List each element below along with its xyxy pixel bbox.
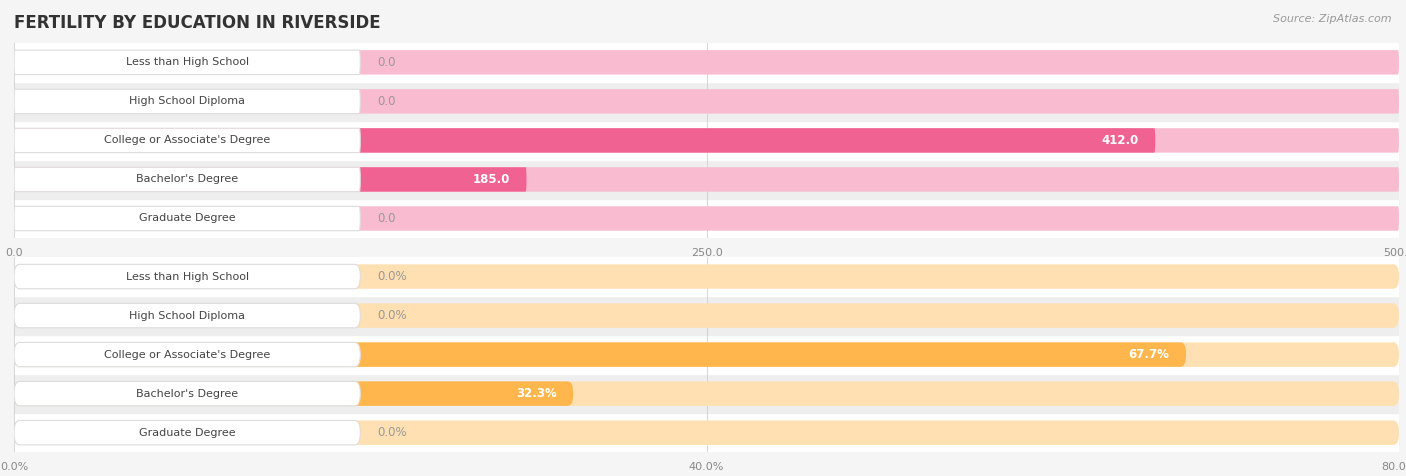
FancyBboxPatch shape <box>14 342 360 367</box>
Bar <box>14 160 1399 199</box>
Text: High School Diploma: High School Diploma <box>129 310 245 321</box>
Text: 0.0: 0.0 <box>377 212 395 225</box>
Bar <box>14 199 1399 238</box>
Bar <box>14 296 1399 335</box>
FancyBboxPatch shape <box>14 342 1187 367</box>
FancyBboxPatch shape <box>14 89 360 114</box>
FancyBboxPatch shape <box>14 50 1399 75</box>
Text: 0.0: 0.0 <box>377 95 395 108</box>
FancyBboxPatch shape <box>14 167 1399 192</box>
Bar <box>14 413 1399 452</box>
Text: Source: ZipAtlas.com: Source: ZipAtlas.com <box>1274 14 1392 24</box>
Text: 0.0%: 0.0% <box>377 309 406 322</box>
Text: 0.0%: 0.0% <box>377 270 406 283</box>
FancyBboxPatch shape <box>14 128 360 153</box>
FancyBboxPatch shape <box>14 381 360 406</box>
FancyBboxPatch shape <box>14 206 360 231</box>
Text: Bachelor's Degree: Bachelor's Degree <box>136 388 238 399</box>
Text: College or Associate's Degree: College or Associate's Degree <box>104 349 270 360</box>
Text: FERTILITY BY EDUCATION IN RIVERSIDE: FERTILITY BY EDUCATION IN RIVERSIDE <box>14 14 381 32</box>
FancyBboxPatch shape <box>14 420 1399 445</box>
Bar <box>14 43 1399 82</box>
FancyBboxPatch shape <box>14 167 360 192</box>
Bar <box>14 374 1399 413</box>
Text: High School Diploma: High School Diploma <box>129 96 245 107</box>
Text: College or Associate's Degree: College or Associate's Degree <box>104 135 270 146</box>
FancyBboxPatch shape <box>14 264 1399 289</box>
Text: Less than High School: Less than High School <box>125 271 249 282</box>
Text: Graduate Degree: Graduate Degree <box>139 213 235 224</box>
Text: 67.7%: 67.7% <box>1129 348 1170 361</box>
FancyBboxPatch shape <box>14 381 1399 406</box>
Text: 412.0: 412.0 <box>1101 134 1139 147</box>
Text: 0.0: 0.0 <box>377 56 395 69</box>
Text: 185.0: 185.0 <box>472 173 510 186</box>
FancyBboxPatch shape <box>14 89 1399 114</box>
Bar <box>14 121 1399 160</box>
FancyBboxPatch shape <box>14 128 1156 153</box>
Bar <box>14 82 1399 121</box>
Text: 32.3%: 32.3% <box>516 387 557 400</box>
Text: Less than High School: Less than High School <box>125 57 249 68</box>
FancyBboxPatch shape <box>14 206 1399 231</box>
FancyBboxPatch shape <box>14 420 360 445</box>
Text: Graduate Degree: Graduate Degree <box>139 427 235 438</box>
Text: 0.0%: 0.0% <box>377 426 406 439</box>
FancyBboxPatch shape <box>14 342 1399 367</box>
Bar <box>14 257 1399 296</box>
FancyBboxPatch shape <box>14 303 360 328</box>
FancyBboxPatch shape <box>14 50 360 75</box>
Text: Bachelor's Degree: Bachelor's Degree <box>136 174 238 185</box>
FancyBboxPatch shape <box>14 381 574 406</box>
Bar <box>14 335 1399 374</box>
FancyBboxPatch shape <box>14 264 360 289</box>
FancyBboxPatch shape <box>14 303 1399 328</box>
FancyBboxPatch shape <box>14 128 1399 153</box>
FancyBboxPatch shape <box>14 167 526 192</box>
